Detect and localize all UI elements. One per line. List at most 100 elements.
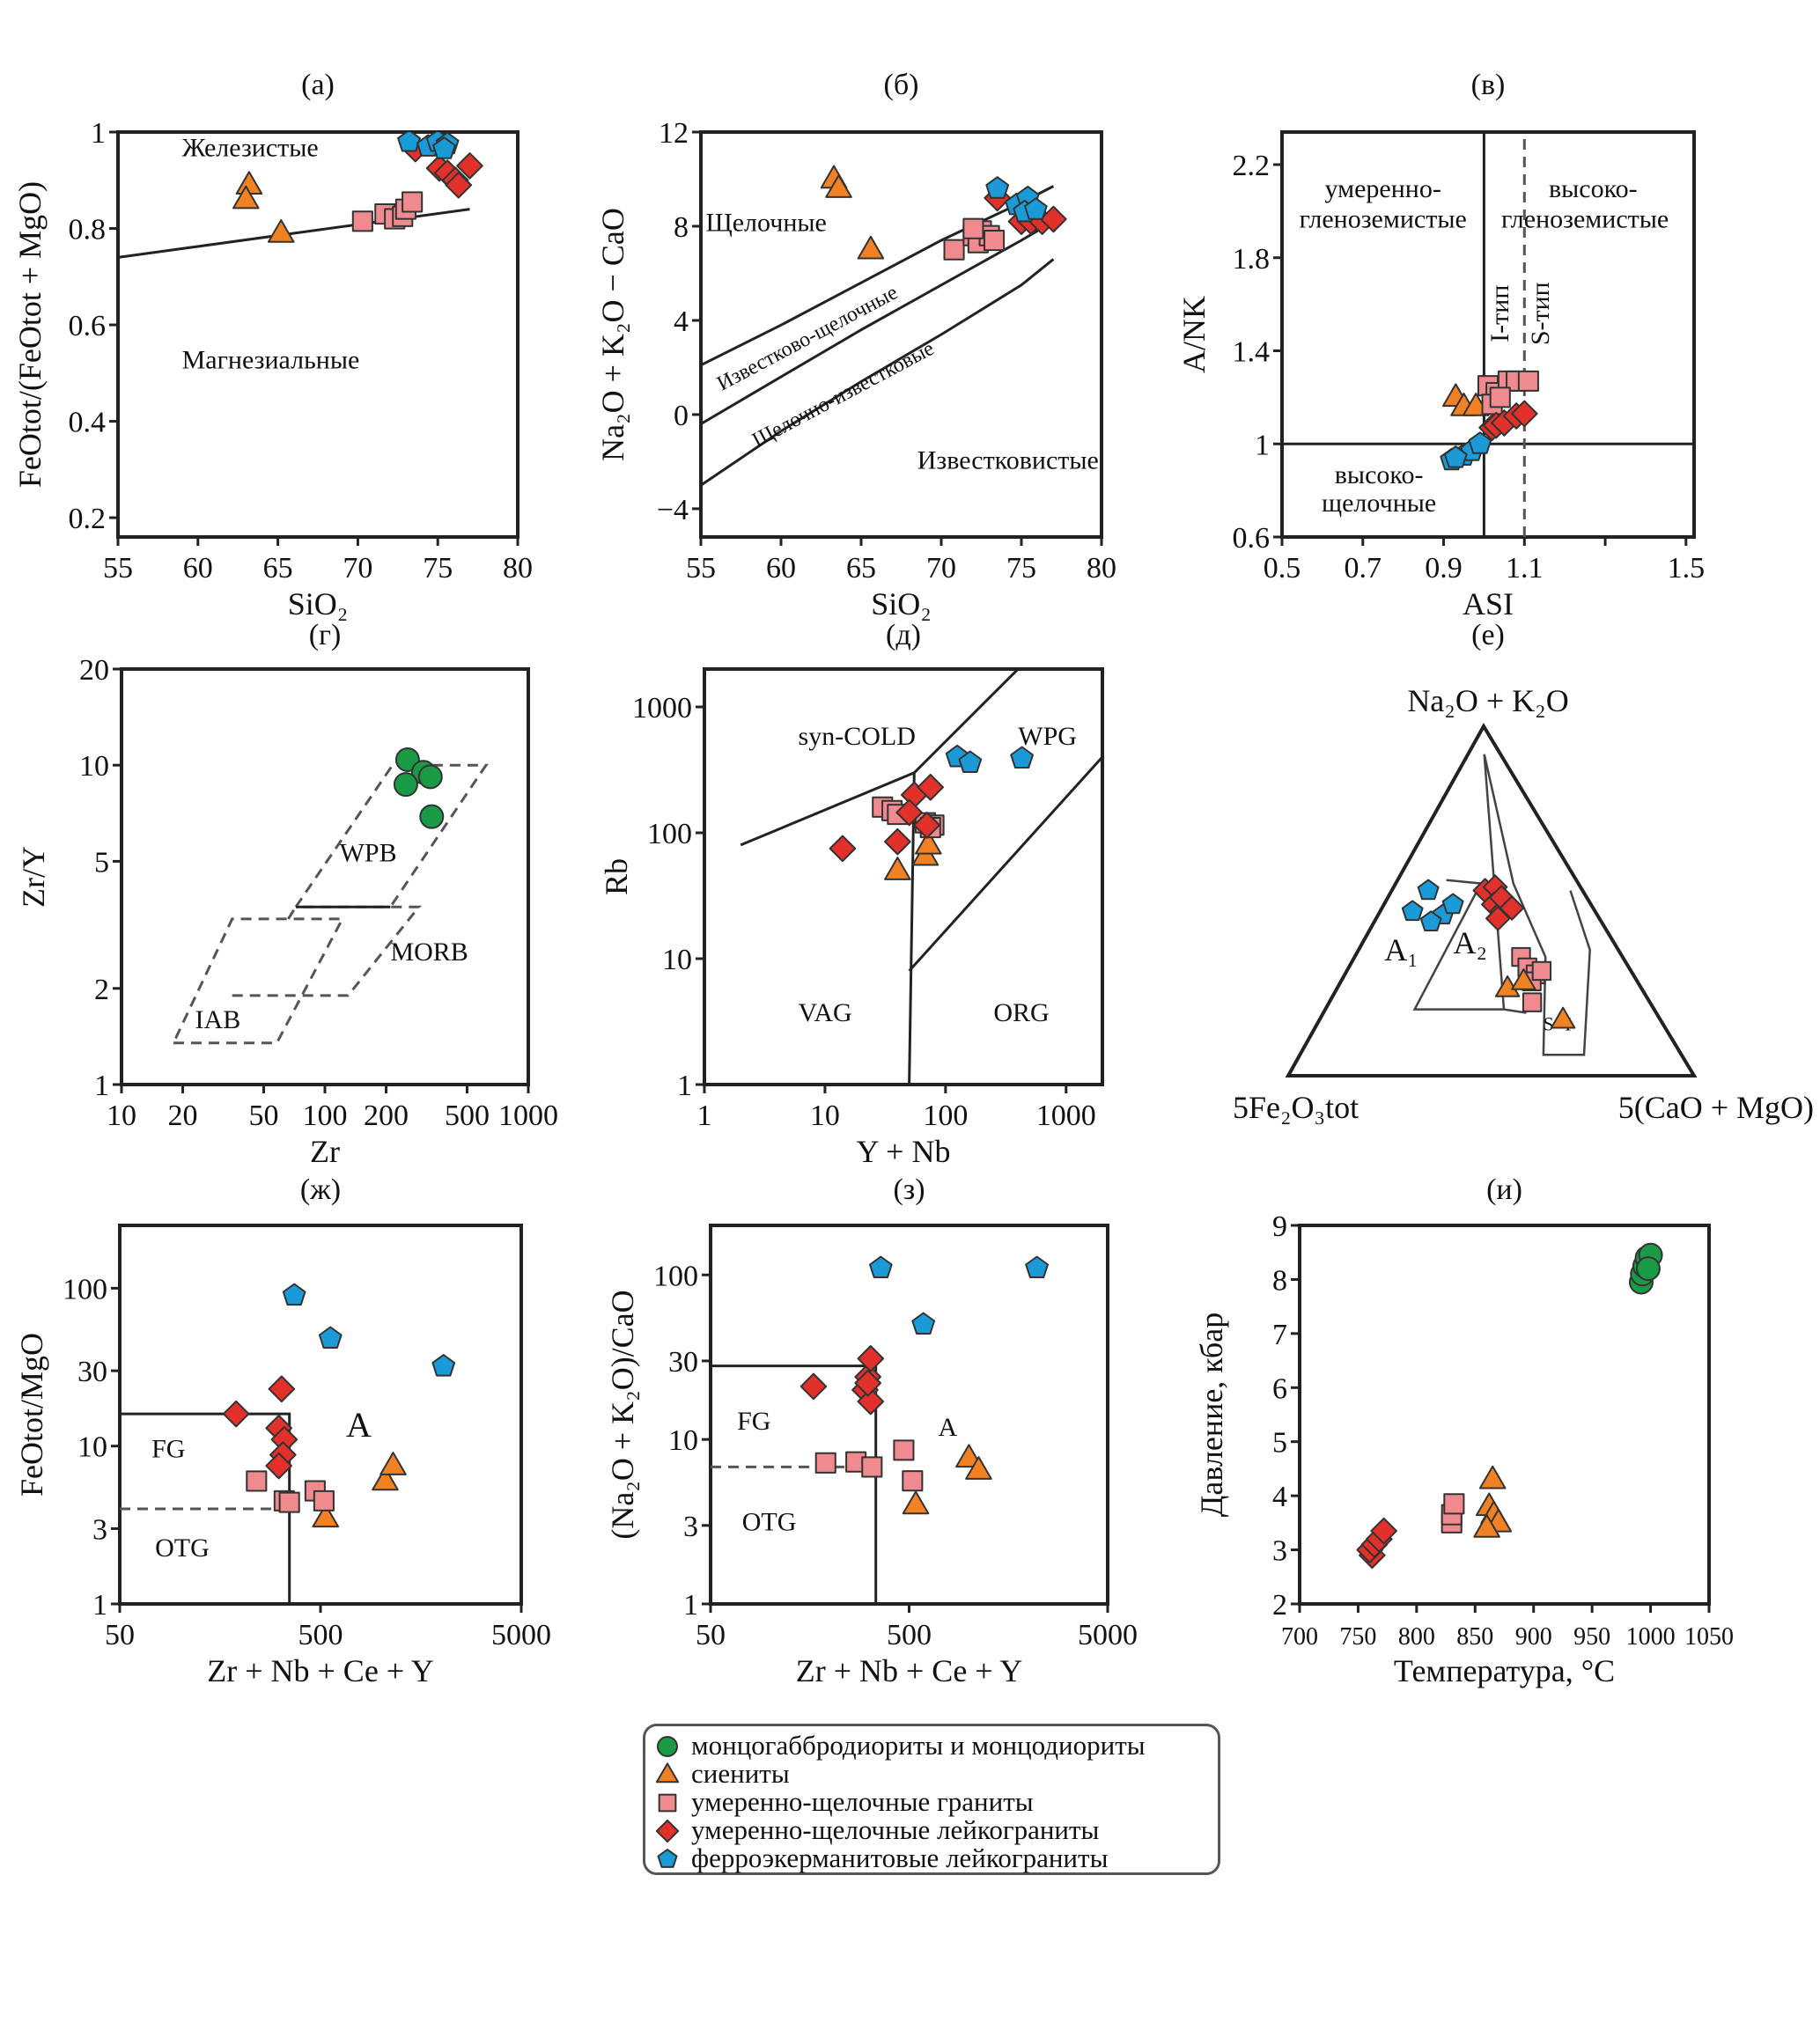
y-tick-label: 7 (1272, 1319, 1287, 1351)
legend-item-leuco: умеренно-щелочные лейкограниты (654, 1816, 1209, 1844)
x-tick-label: 70 (343, 552, 372, 585)
region-label: OTG (155, 1534, 210, 1563)
data-point-ferro (657, 1849, 678, 1868)
y-tick-label: 100 (63, 1273, 107, 1306)
panel-b-maltli-vs-sio2: (б) 55 60 65 70 75 80 −4 0 4 8 12 SiO₂ Na₂O + K₂O − C… (595, 69, 1116, 622)
x-tick-label: 10 (810, 1100, 840, 1132)
data-point-granite (1517, 370, 1539, 392)
panel-title: (е) (1471, 619, 1505, 651)
panel-c-anK-vs-asi: (в) 0.5 0.7 0.9 1.1 1.5 0.6 1 1.4 1.8 2.2 ASI A/NK ум… (1176, 69, 1705, 622)
region-label: IAB (195, 1005, 241, 1034)
data-point-ferro (1010, 746, 1034, 769)
y-tick-label: 20 (79, 654, 109, 687)
field-label: A₁ (1384, 932, 1418, 967)
panel-g-feo-mgo-vs-zrnbcey: (ж) 50 500 5000 1 3 10 30 100 Zr + Nb + Ce + Y FeO… (14, 1173, 551, 1688)
y-tick-label: 5 (94, 846, 109, 879)
y-tick-label: 9 (1272, 1210, 1287, 1243)
data-point-monzo (1635, 1256, 1661, 1282)
apex-label-left: 5Fe₂O₃tot (1233, 1090, 1359, 1125)
data-point-leuco (265, 1452, 292, 1480)
y-tick-label: 2.2 (1233, 150, 1271, 182)
data-point-syenite (857, 235, 885, 260)
boundary-line (908, 772, 916, 1085)
data-point-leuco (268, 1375, 296, 1403)
x-tick-label: 950 (1573, 1623, 1610, 1651)
x-axis-label: Zr + Nb + Ce + Y (796, 1653, 1023, 1688)
x-tick-label: 100 (923, 1100, 968, 1132)
data-point-granite (902, 1470, 924, 1492)
x-axis-label: Y + Nb (857, 1134, 951, 1169)
region-label: A (938, 1413, 957, 1442)
x-tick-label: 500 (298, 1619, 343, 1651)
region-label: Щелочные (705, 208, 826, 237)
region-label: гленоземистые (1501, 204, 1669, 233)
boundary-line (120, 1412, 291, 1604)
region-label: S-тип (1526, 282, 1555, 345)
data-point-syenite (1473, 1514, 1500, 1538)
data-point-ferro (1417, 879, 1440, 901)
y-tick-label: 30 (668, 1346, 698, 1379)
ternary-frame (1285, 723, 1698, 1078)
x-tick-label: 1.5 (1668, 552, 1706, 585)
x-tick-label: 70 (926, 552, 956, 585)
x-tick-label: 80 (503, 552, 533, 585)
y-tick-label: −4 (657, 494, 689, 526)
data-point-granite (1489, 386, 1511, 408)
data-point-granite (402, 191, 424, 213)
boundary-line (711, 1364, 878, 1604)
boundary-line (701, 220, 1055, 425)
x-tick-label: 500 (887, 1619, 932, 1651)
data-point-granite (943, 239, 965, 261)
data-point-ferro (282, 1283, 306, 1306)
y-tick-label: 1.8 (1233, 243, 1271, 276)
apex-label-top: Na₂O + K₂O (1407, 683, 1568, 718)
triangle-marker-icon (655, 1762, 680, 1784)
y-axis-label: Na₂O + K₂O − CaO (595, 208, 630, 461)
panel-a-feo-ratio-vs-sio2: (а) 55 60 65 70 75 80 0.2 0.4 0.6 0.8 1 SiO₂ FeOtot/(… (12, 69, 533, 622)
plot-frame (1298, 1224, 1711, 1606)
x-tick-label: 900 (1515, 1623, 1552, 1651)
y-axis-label: (Na₂O + K₂O)/CaO (605, 1290, 640, 1539)
data-point-syenite (884, 857, 911, 880)
panel-i-pressure-vs-temperature: (и) 700 750 800 850 900 950 1000 1050 2 3 4 5 6 7 8 9 Тем… (1194, 1173, 1734, 1688)
y-tick-label: 1 (94, 1070, 109, 1102)
panel-title: (в) (1471, 69, 1506, 101)
data-point-syenite (312, 1504, 340, 1528)
region-label: высоко- (1549, 174, 1638, 203)
data-point-ferro (431, 1354, 456, 1377)
legend: монцогаббродиориты и монцодиориты сиенит… (643, 1724, 1220, 1875)
data-point-granite (278, 1491, 300, 1513)
data-point-ferro (911, 1312, 936, 1335)
data-point-granite (984, 229, 1006, 252)
region-label: Железистые (182, 133, 319, 162)
data-point-ferro (1419, 910, 1442, 931)
x-tick-label: 750 (1339, 1623, 1376, 1651)
x-axis-label: Zr (310, 1134, 340, 1169)
field-boundary (1412, 879, 1527, 1014)
x-tick-label: 65 (263, 552, 293, 585)
x-tick-label: 80 (1087, 552, 1116, 585)
region-label: щелочные (1322, 489, 1436, 518)
data-point-granite (1531, 960, 1552, 982)
data-point-syenite (1511, 968, 1536, 990)
y-tick-label: 1 (677, 1070, 692, 1102)
data-point-ferro (1025, 1255, 1049, 1278)
data-point-leuco (222, 1400, 250, 1428)
data-point-leuco (857, 1345, 885, 1372)
x-axis-label: SiO₂ (288, 586, 349, 622)
plot-frame (699, 130, 1103, 539)
apex-label-right: 5(CaO + MgO) (1618, 1090, 1814, 1125)
region-label: FG (737, 1407, 770, 1436)
data-point-monzo (419, 804, 445, 829)
region-label: Магнезиальные (182, 345, 360, 374)
y-tick-label: 1 (91, 117, 106, 150)
data-point-syenite (267, 219, 295, 243)
legend-label: монцогаббродиориты и монцодиориты (691, 1730, 1146, 1761)
x-tick-label: 700 (1281, 1623, 1318, 1651)
region-label: WPG (1018, 722, 1077, 751)
region-label: Известковистые (917, 445, 1099, 474)
x-tick-label: 75 (423, 552, 453, 585)
x-tick-label: 1 (697, 1100, 712, 1132)
y-tick-label: 0.2 (69, 503, 107, 535)
x-tick-label: 1000 (1626, 1623, 1676, 1651)
